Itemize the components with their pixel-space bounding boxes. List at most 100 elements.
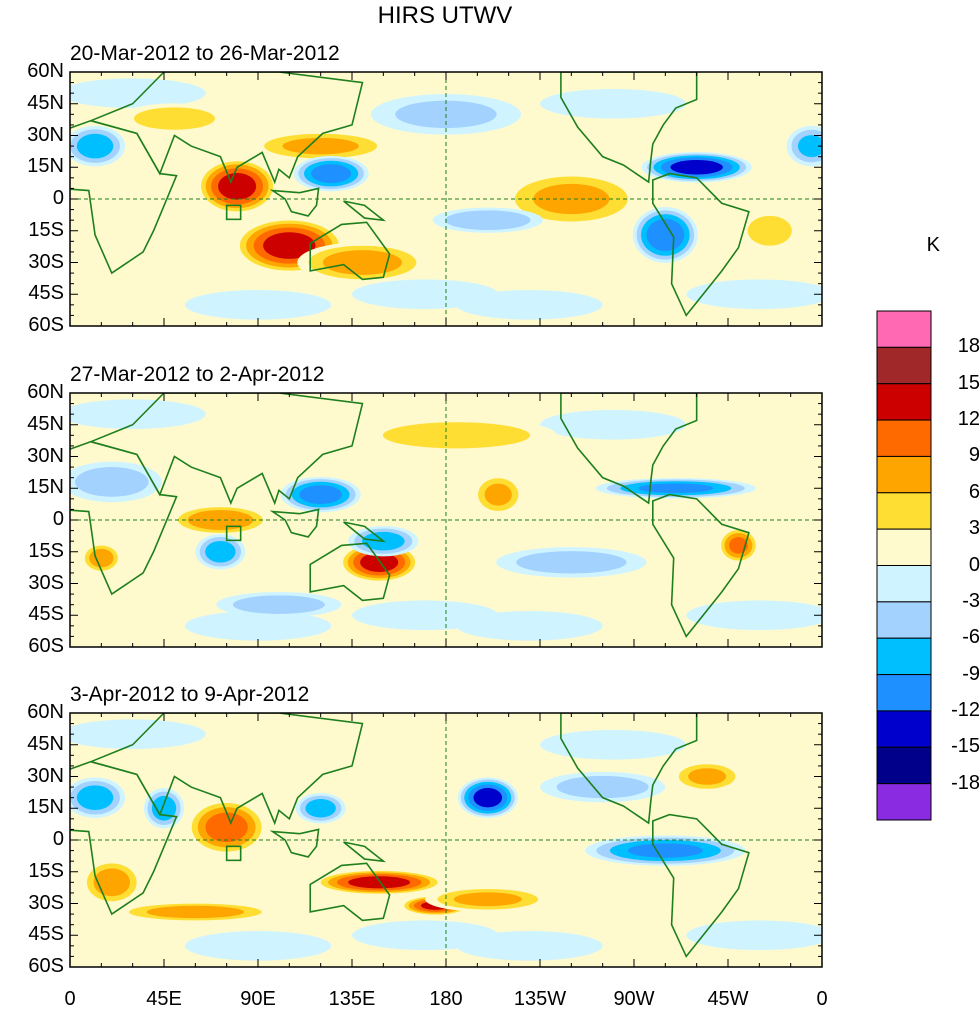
- y-tick-label: 15S: [28, 539, 64, 562]
- colorbar-swatch: [876, 383, 932, 421]
- contour-level: [747, 215, 792, 246]
- contour-level: [299, 485, 342, 505]
- colorbar-label: -6: [962, 626, 980, 649]
- panel-title: 3-Apr-2012 to 9-Apr-2012: [70, 683, 310, 706]
- x-tick-label: 0: [64, 988, 76, 1010]
- contour-level: [348, 876, 411, 889]
- y-tick-label: 30S: [28, 891, 64, 914]
- colorbar-label: 12: [957, 408, 980, 431]
- y-tick-label: 45S: [28, 603, 64, 626]
- contour-level: [151, 795, 177, 821]
- anomaly-feature: [457, 777, 518, 818]
- anomaly-feature: [672, 761, 743, 792]
- anomaly-patch: [184, 611, 332, 641]
- colorbar-label: -18: [951, 771, 980, 794]
- coastline: [88, 713, 364, 826]
- contour-level: [232, 595, 325, 614]
- anomaly-feature: [280, 476, 361, 513]
- coastline: [651, 493, 750, 638]
- contour-level: [76, 133, 114, 159]
- x-tick-label: 135W: [513, 988, 567, 1010]
- contour-level: [453, 892, 522, 907]
- x-tick-label: 45E: [146, 988, 182, 1010]
- y-tick-label: 15S: [28, 218, 64, 241]
- anomaly-patch: [686, 279, 822, 310]
- y-tick-label: 0: [52, 508, 64, 530]
- contour-level: [670, 160, 723, 175]
- anomaly-feature: [356, 417, 557, 454]
- colorbar-label: 15: [957, 371, 980, 394]
- contour-level: [305, 798, 336, 818]
- colorbar-swatch: [876, 601, 932, 639]
- y-tick-label: 45S: [28, 923, 64, 946]
- coastline: [343, 521, 387, 543]
- anomaly-patch: [686, 600, 822, 631]
- contour-level: [638, 483, 714, 493]
- colorbar-label: -3: [962, 589, 980, 612]
- coastline: [269, 187, 320, 217]
- y-tick-label: 60S: [28, 955, 64, 977]
- map-panel-1: [69, 71, 823, 327]
- colorbar-label: 6: [968, 480, 980, 503]
- y-tick-label: 15N: [27, 796, 64, 819]
- y-tick-label: 30N: [27, 764, 64, 787]
- region-box: [225, 845, 242, 862]
- anomaly-feature: [115, 901, 276, 923]
- anomaly-patch: [184, 931, 332, 961]
- coastline: [309, 862, 391, 922]
- coastline: [651, 813, 750, 958]
- coastline: [88, 72, 364, 185]
- colorbar-swatch: [876, 492, 932, 530]
- y-tick-label: 60N: [27, 60, 64, 82]
- coastline: [88, 393, 364, 506]
- contour-level: [263, 232, 316, 259]
- y-tick-label: 15N: [27, 155, 64, 178]
- colorbar-swatch: [876, 783, 932, 821]
- colorbar-swatch: [876, 346, 932, 385]
- coastline: [343, 200, 387, 222]
- contour-level: [282, 137, 359, 155]
- contour-level: [133, 107, 215, 130]
- contour-level: [360, 552, 399, 572]
- contour-level: [89, 548, 114, 568]
- coastline: [269, 828, 320, 858]
- contour-level: [473, 788, 503, 808]
- region-box: [225, 204, 242, 221]
- colorbar-swatch: [876, 746, 932, 785]
- y-tick-label: 0: [52, 187, 64, 209]
- y-tick-label: 30N: [27, 444, 64, 467]
- anomaly-patch: [70, 78, 206, 108]
- anomaly-feature: [297, 242, 428, 283]
- coastline: [309, 542, 391, 602]
- colorbar-label: 3: [968, 517, 980, 540]
- anomaly-feature: [295, 793, 346, 824]
- anomaly-feature: [81, 859, 142, 906]
- coastline: [560, 713, 698, 825]
- anomaly-feature: [786, 125, 822, 167]
- colorbar-label: 9: [968, 444, 980, 467]
- anomaly-feature: [632, 207, 698, 263]
- anomaly-feature: [432, 207, 543, 233]
- colorbar-unit: K: [926, 234, 940, 256]
- coastline: [560, 72, 698, 184]
- panel-title: 20-Mar-2012 to 26-Mar-2012: [70, 42, 340, 65]
- anomaly-patch: [456, 611, 603, 641]
- anomaly-patch: [540, 88, 687, 119]
- anomaly-patch: [456, 931, 603, 961]
- anomaly-feature: [585, 835, 746, 866]
- x-tick-label: 0: [816, 988, 828, 1010]
- anomaly-feature: [216, 591, 342, 618]
- y-tick-label: 60S: [28, 314, 64, 336]
- contour-level: [205, 540, 236, 563]
- y-tick-label: 30S: [28, 571, 64, 594]
- anomaly-feature: [739, 210, 800, 252]
- contour-level: [205, 812, 248, 843]
- y-tick-label: 30N: [27, 123, 64, 146]
- contour-level: [218, 173, 257, 200]
- anomaly-feature: [501, 171, 642, 227]
- y-tick-label: 60N: [27, 701, 64, 723]
- contour-level: [646, 218, 685, 252]
- contour-level: [533, 183, 610, 215]
- region-box: [225, 525, 242, 542]
